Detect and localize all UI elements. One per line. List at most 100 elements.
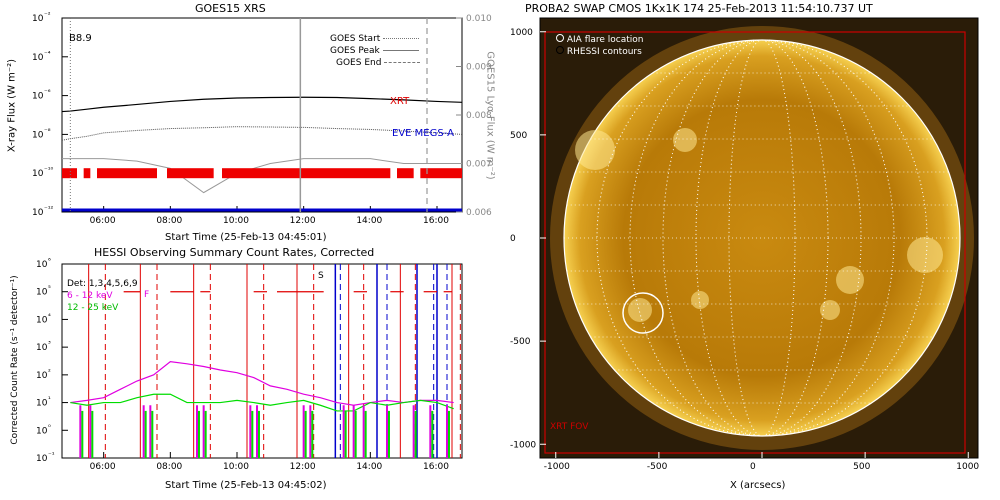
swap-ytick-label: 1000 (510, 28, 533, 38)
hessi-series-line (70, 361, 454, 406)
goes-xrt-interval (167, 168, 214, 179)
legend-detectors: Det: 1,3,4,5,6,9 (67, 279, 138, 289)
hessi-ytick-label: 10 (36, 426, 48, 436)
hessi-xtick-label: 10:00 (223, 462, 249, 472)
goes-xrt-interval (420, 168, 462, 179)
goes-xtick-label: 12:00 (290, 216, 316, 226)
swap-xtick-label: 1000 (956, 462, 979, 472)
swap-xtick-label: -500 (647, 462, 668, 472)
goes-ytick-exp: ⁻⁸ (44, 127, 51, 135)
hessi-ytick-exp: ⁻¹ (48, 451, 55, 459)
hessi-marker-s: S (318, 271, 324, 281)
legend-12-25kev: 12 - 25 keV (67, 303, 119, 313)
hessi-ytick-exp: ¹ (48, 396, 51, 404)
goes-ytick-exp: ⁻¹⁰ (44, 166, 54, 174)
goes-ytick-label: 10 (32, 130, 44, 140)
swap-ytick-label: 500 (510, 131, 527, 141)
goes-xlabel: Start Time (25-Feb-13 04:45:01) (165, 232, 327, 243)
goes-ytick-label: 10 (32, 53, 44, 63)
goes-title: GOES15 XRS (195, 2, 266, 15)
sun-longitude-line (596, 39, 928, 437)
hessi-xtick-label: 12:00 (290, 462, 316, 472)
sun-longitude-line (629, 39, 895, 437)
goes-xrt-interval (222, 168, 391, 179)
hessi-ytick-label: 10 (36, 399, 48, 409)
goes-y2tick-label: 0.009 (466, 63, 492, 73)
active-region (628, 298, 652, 322)
goes-ytick-exp: ⁻⁴ (44, 50, 51, 58)
legend-goes-peak: GOES Peak (330, 45, 420, 57)
active-region (836, 266, 864, 294)
hessi-ytick-exp: ² (48, 368, 51, 376)
hessi-xtick-label: 14:00 (356, 462, 382, 472)
goes-xrt-interval (62, 168, 77, 179)
goes-y2label: GOES15 Lyα Flux (W m⁻²) (484, 51, 496, 180)
goes-xrt-interval (397, 168, 414, 179)
goes-y2tick-label: 0.006 (466, 208, 492, 218)
goes-eve-label: EVE MEGS-A (392, 128, 454, 139)
goes-y2tick-label: 0.010 (466, 14, 492, 24)
goes-class-label: B8.9 (69, 33, 92, 44)
legend-goes-end: GOES End (330, 57, 421, 69)
goes-xtick-label: 08:00 (156, 216, 182, 226)
hessi-xlabel: Start Time (25-Feb-13 04:45:02) (165, 480, 327, 491)
goes-xrt-line (61, 96, 463, 113)
goes-ytick-label: 10 (32, 208, 44, 218)
hessi-ytick-exp: ⁴ (48, 312, 51, 320)
swap-ytick-label: 0 (510, 234, 516, 244)
swap-ytick-label: -500 (510, 337, 531, 347)
goes-eve-line (61, 126, 463, 141)
swap-xlabel: X (arcsecs) (730, 480, 786, 491)
active-region (820, 300, 840, 320)
legend-goes-start: GOES Start (330, 33, 420, 45)
goes-legend: GOES Start GOES Peak GOES End (330, 33, 421, 69)
hessi-frame (61, 263, 463, 459)
hessi-ytick-exp: ⁶ (48, 257, 51, 265)
goes-ytick-label: 10 (32, 92, 44, 102)
hessi-ytick-label: 10 (36, 260, 48, 270)
sun-longitude-line (695, 39, 829, 437)
aia-flare-marker (622, 292, 664, 334)
active-region (907, 237, 943, 273)
hessi-xtick-label: 06:00 (90, 462, 116, 472)
hessi-ytick-label: 10 (36, 343, 48, 353)
goes-xrt-label: XRT (390, 96, 410, 107)
goes-y2tick-label: 0.008 (466, 111, 492, 121)
xrt-fov-box (544, 31, 966, 454)
hessi-ylabel: Corrected Count Rate (s⁻¹ detector⁻¹) (10, 275, 20, 445)
hessi-xtick-label: 08:00 (156, 462, 182, 472)
hessi-ytick-exp: ³ (48, 340, 51, 348)
hessi-ytick-label: 10 (36, 315, 48, 325)
goes-xtick-label: 10:00 (223, 216, 249, 226)
swap-ytick-label: -1000 (510, 440, 536, 450)
hessi-ytick-exp: ⁵ (48, 285, 51, 293)
goes-ytick-label: 10 (32, 14, 44, 24)
hessi-marker-f: F (144, 290, 150, 300)
goes-ytick-exp: ⁻⁶ (44, 89, 51, 97)
goes-y2tick-label: 0.007 (466, 160, 492, 170)
hessi-title: HESSI Observing Summary Count Rates, Cor… (94, 246, 375, 259)
goes-xtick-label: 16:00 (423, 216, 449, 226)
goes-xrt-interval (83, 168, 91, 179)
swap-xtick-label: -1000 (544, 462, 570, 472)
swap-xrt-fov-label: XRT FOV (550, 422, 589, 432)
goes-xrt-interval (97, 168, 157, 179)
hessi-legend: Det: 1,3,4,5,6,9 6 - 12 keV 12 - 25 keV (67, 278, 138, 314)
legend-6-12kev: 6 - 12 keV (67, 291, 113, 301)
hessi-ytick-exp: ⁰ (48, 423, 51, 431)
hessi-ytick-label: 10 (36, 454, 48, 464)
hessi-ytick-label: 10 (36, 288, 48, 298)
goes-ytick-label: 10 (32, 169, 44, 179)
active-region (673, 128, 697, 152)
swap-title: PROBA2 SWAP CMOS 1Kx1K 174 25-Feb-2013 1… (525, 2, 873, 15)
hessi-series-line (70, 393, 454, 412)
active-region (575, 130, 615, 170)
swap-legend: AIA flare location RHESSI contours (556, 34, 644, 58)
sun-longitude-line (662, 39, 862, 437)
goes-ylabel: X-ray Flux (W m⁻²) (6, 58, 18, 153)
legend-aia-flare: AIA flare location (556, 34, 644, 46)
goes-ytick-exp: ⁻¹² (44, 205, 54, 213)
swap-xtick-label: 0 (750, 462, 756, 472)
goes-xtick-label: 14:00 (356, 216, 382, 226)
